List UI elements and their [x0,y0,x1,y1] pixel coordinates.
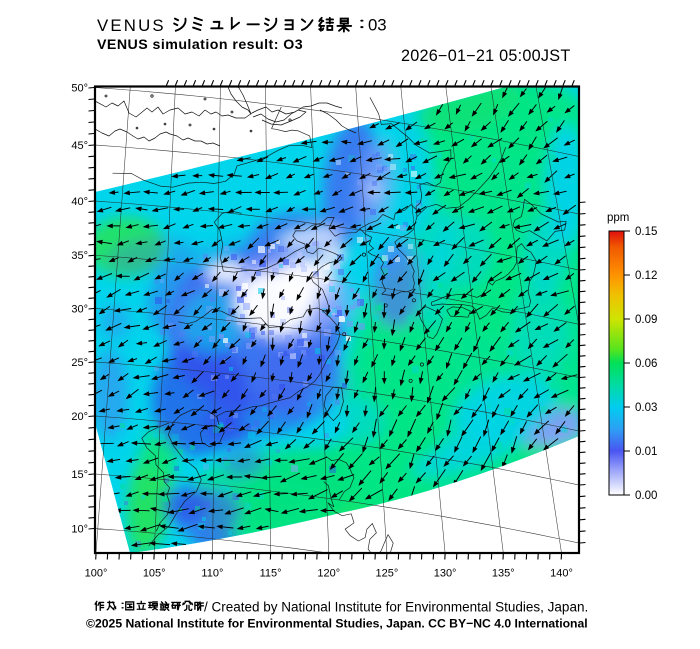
svg-text:105°: 105° [143,568,166,580]
svg-text:0.03: 0.03 [635,402,657,414]
svg-text:130°: 130° [434,568,457,580]
svg-text:135°: 135° [492,568,515,580]
svg-text:25°: 25° [71,357,88,369]
svg-text:/ Created by National Institut: / Created by National Institute for Envi… [204,600,588,615]
svg-text:115°: 115° [260,568,282,580]
svg-text:0.12: 0.12 [635,270,657,282]
svg-text:0.01: 0.01 [635,446,657,458]
svg-text:20°: 20° [71,411,88,423]
svg-text:0.15: 0.15 [635,226,657,238]
svg-text:140°: 140° [550,568,573,580]
svg-text:30°: 30° [71,303,88,315]
svg-text:40°: 40° [71,196,88,208]
svg-text:45°: 45° [71,140,88,152]
svg-text:10°: 10° [71,523,88,535]
svg-text:110°: 110° [201,568,223,580]
svg-text:125°: 125° [376,568,399,580]
svg-text:120°: 120° [317,568,340,580]
svg-text:50°: 50° [71,82,88,94]
svg-text:VENUS: VENUS [97,16,166,35]
svg-text:03: 03 [368,16,387,35]
svg-text:2026−01−21 05:00JST: 2026−01−21 05:00JST [401,47,570,65]
svg-text:15°: 15° [71,469,88,481]
svg-text:0.06: 0.06 [635,358,657,370]
svg-text:0.00: 0.00 [635,490,657,502]
svg-text:©2025 National Institute for E: ©2025 National Institute for Environment… [86,617,588,631]
svg-text:0.09: 0.09 [635,314,657,326]
svg-text:VENUS simulation result: O3: VENUS simulation result: O3 [97,37,303,53]
svg-text:100°: 100° [85,568,108,580]
svg-text:ppm: ppm [607,212,629,224]
svg-text:35°: 35° [71,250,88,262]
